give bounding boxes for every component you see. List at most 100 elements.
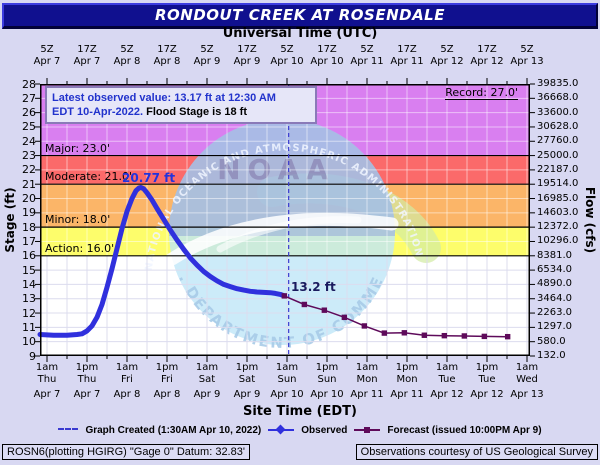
flow-tick-label: 4890.0 bbox=[537, 278, 572, 290]
stage-tick-label: 17 bbox=[22, 234, 36, 248]
forecast-point bbox=[421, 332, 428, 338]
top-axis-tick: 5Z Apr 7 bbox=[33, 44, 61, 67]
flow-tick-label: 33600.0 bbox=[537, 106, 579, 118]
top-axis-tick: 17Z Apr 11 bbox=[390, 44, 424, 67]
stage-tick-label: 26 bbox=[22, 106, 36, 120]
bottom-axis-tick: 1am Tue Apr 12 bbox=[430, 362, 464, 400]
flow-tick-label: 36668.0 bbox=[537, 92, 579, 104]
stage-tick-label: 15 bbox=[22, 263, 36, 277]
major-flood-label: Major: 23.0' bbox=[45, 142, 111, 155]
stage-tick-label: 20 bbox=[22, 192, 36, 206]
top-axis-tick: 17Z Apr 10 bbox=[310, 44, 344, 67]
legend-forecast: Forecast (issued 10:00PM Apr 9) bbox=[387, 424, 542, 436]
stage-tick-label: 22 bbox=[22, 163, 36, 177]
observations-credit: Observations courtesy of US Geological S… bbox=[355, 444, 598, 460]
bottom-axis-tick: 1am Mon Apr 11 bbox=[350, 362, 384, 400]
bottom-axis-tick: 1pm Mon Apr 11 bbox=[390, 362, 424, 400]
flow-tick-label: 19514.0 bbox=[537, 178, 579, 190]
top-axis-tick: 17Z Apr 8 bbox=[153, 44, 181, 67]
flow-tick-label: 27760.0 bbox=[537, 135, 579, 147]
flow-tick-label: 22187.0 bbox=[537, 163, 579, 175]
flow-tick-label: 132.0 bbox=[537, 350, 566, 361]
stage-tick-label: 12 bbox=[22, 306, 36, 320]
flow-tick-label: 39835.0 bbox=[537, 78, 579, 89]
moderate-flood-label: Moderate: 21.0' bbox=[45, 170, 133, 183]
bottom-axis-tick: 1pm Thu Apr 7 bbox=[73, 362, 101, 400]
gridlines bbox=[40, 84, 530, 356]
latest-observed-line1: Latest observed value: 13.17 ft at 12:30… bbox=[52, 92, 276, 104]
forecast-point bbox=[341, 314, 348, 321]
forecast-line bbox=[284, 295, 508, 338]
record-level-label: Record: 27.0' bbox=[445, 86, 518, 100]
legend-observed: Observed bbox=[301, 424, 348, 436]
forecast-point bbox=[361, 323, 368, 329]
top-axis-tick: 5Z Apr 13 bbox=[510, 44, 544, 67]
forecast-series-icon bbox=[354, 425, 381, 435]
top-axis-tick: 5Z Apr 9 bbox=[193, 44, 221, 67]
flow-tick-label: 3464.0 bbox=[537, 292, 572, 304]
latest-observed-annotation: Latest observed value: 13.17 ft at 12:30… bbox=[45, 86, 317, 124]
flow-tick-label: 1297.0 bbox=[537, 321, 572, 333]
top-axis-tick: 17Z Apr 7 bbox=[73, 44, 101, 67]
forecast-point bbox=[461, 333, 468, 339]
bottom-axis-tick: 1pm Sat Apr 9 bbox=[233, 362, 261, 400]
bottom-axis-tick: 1pm Fri Apr 8 bbox=[153, 362, 181, 400]
top-axis-tick: 17Z Apr 12 bbox=[470, 44, 504, 67]
station-title-bar: RONDOUT CREEK AT ROSENDALE bbox=[2, 3, 598, 29]
top-axis-tick: 17Z Apr 9 bbox=[233, 44, 261, 67]
stage-tick-label: 25 bbox=[22, 120, 36, 134]
stage-tick-label: 24 bbox=[22, 134, 36, 148]
top-axis-tick: 5Z Apr 11 bbox=[350, 44, 384, 67]
forecast-point bbox=[441, 332, 448, 339]
forecast-point bbox=[401, 330, 408, 336]
action-level-label: Action: 16.0' bbox=[45, 242, 115, 255]
bottom-axis-tick: 1pm Tue Apr 12 bbox=[470, 362, 504, 400]
top-axis-tick: 5Z Apr 8 bbox=[113, 44, 141, 67]
top-axis-tick: 5Z Apr 12 bbox=[430, 44, 464, 67]
flow-tick-label: 14603.0 bbox=[537, 206, 579, 218]
first-forecast-label: 13.2 ft bbox=[291, 280, 336, 294]
station-datum-info: ROSN6(plotting HGIRG) "Gage 0" Datum: 32… bbox=[2, 444, 250, 460]
legend: Graph Created (1:30AM Apr 10, 2022) Obse… bbox=[0, 422, 600, 438]
forecast-point bbox=[321, 307, 328, 313]
page-title: RONDOUT CREEK AT ROSENDALE bbox=[155, 6, 445, 24]
top-axis-title: Universal Time (UTC) bbox=[222, 26, 378, 41]
minor-flood-label: Minor: 18.0' bbox=[45, 213, 111, 226]
stage-tick-label: 18 bbox=[22, 220, 36, 234]
forecast-point bbox=[504, 333, 511, 340]
bottom-axis-tick: 1am Sat Apr 9 bbox=[193, 362, 221, 400]
plot-border bbox=[40, 84, 530, 356]
stage-tick-label: 28 bbox=[22, 77, 36, 91]
flow-tick-label: 580.0 bbox=[537, 335, 566, 347]
stage-tick-label: 14 bbox=[22, 277, 36, 291]
flow-tick-label: 25000.0 bbox=[537, 149, 579, 161]
stage-tick-label: 11 bbox=[22, 320, 36, 334]
graph-created-line-icon bbox=[58, 427, 79, 430]
forecast-point bbox=[381, 330, 388, 336]
forecast-point bbox=[281, 293, 288, 299]
top-axis-tick: 5Z Apr 10 bbox=[270, 44, 304, 67]
stage-tick-label: 19 bbox=[22, 206, 36, 220]
observed-line bbox=[37, 185, 287, 338]
bottom-axis-tick: 1am Wed Apr 13 bbox=[510, 362, 544, 400]
stage-tick-label: 9 bbox=[29, 349, 36, 363]
bottom-axis-tick: 1am Fri Apr 8 bbox=[113, 362, 141, 400]
flow-tick-label: 6534.0 bbox=[537, 264, 572, 276]
stage-tick-label: 13 bbox=[22, 292, 36, 306]
peak-stage-label: 20.77 ft bbox=[122, 171, 176, 185]
stage-tick-label: 21 bbox=[22, 177, 36, 191]
flow-tick-label: 30628.0 bbox=[537, 120, 579, 132]
bottom-axis-title: Site Time (EDT) bbox=[242, 404, 357, 419]
stage-tick-label: 23 bbox=[22, 149, 36, 163]
axis-ticks bbox=[35, 78, 535, 362]
flow-tick-label: 16985.0 bbox=[537, 192, 579, 204]
observed-series-icon bbox=[268, 424, 295, 435]
flow-tick-label: 8381.0 bbox=[537, 249, 572, 261]
stage-tick-label: 10 bbox=[22, 335, 36, 349]
bottom-axis-tick: 1am Thu Apr 7 bbox=[33, 362, 61, 400]
forecast-point bbox=[301, 301, 308, 308]
forecast-point bbox=[481, 333, 488, 340]
flow-tick-label: 10296.0 bbox=[537, 235, 579, 247]
